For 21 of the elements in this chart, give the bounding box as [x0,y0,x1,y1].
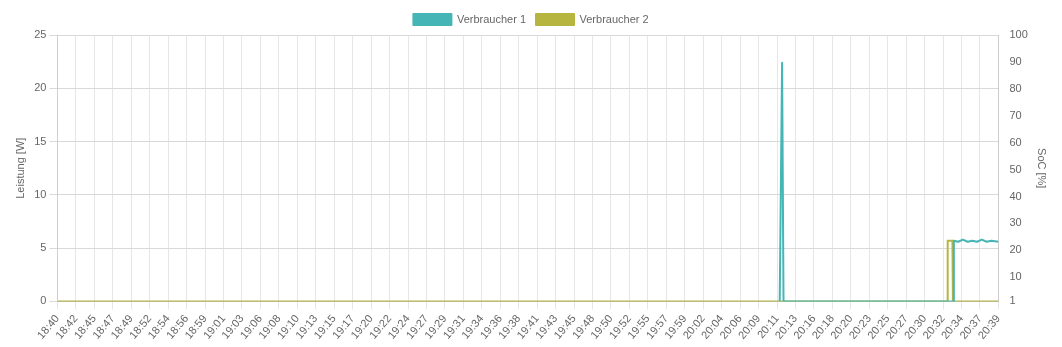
y2-tick-label: 50 [1009,162,1022,175]
y-tick-label: 5 [40,241,47,254]
y2-tick-label: 100 [1009,28,1028,41]
legend-label: Verbraucher 1 [456,12,527,25]
y-tick-label: 25 [34,28,47,41]
y2-tick-label: 90 [1009,54,1022,67]
legend-label: Verbraucher 2 [579,12,649,25]
y-tick-label: 0 [40,294,47,307]
y2-tick-label: 70 [1009,108,1022,121]
y2-tick-label: 20 [1009,243,1022,256]
y2-tick-label: 80 [1009,81,1022,94]
y2-tick-label: 1 [1009,294,1016,307]
y2-axis-title: SoC [%] [1036,148,1049,189]
y2-tick-label: 10 [1009,270,1022,283]
y-tick-label: 10 [34,187,47,200]
y-tick-label: 15 [34,134,47,147]
y2-tick-label: 60 [1009,135,1022,148]
y-tick-label: 20 [34,81,47,94]
y-axis-title: Leistung [W] [13,137,26,199]
y2-tick-label: 30 [1009,216,1022,229]
y2-tick-label: 40 [1009,189,1022,202]
